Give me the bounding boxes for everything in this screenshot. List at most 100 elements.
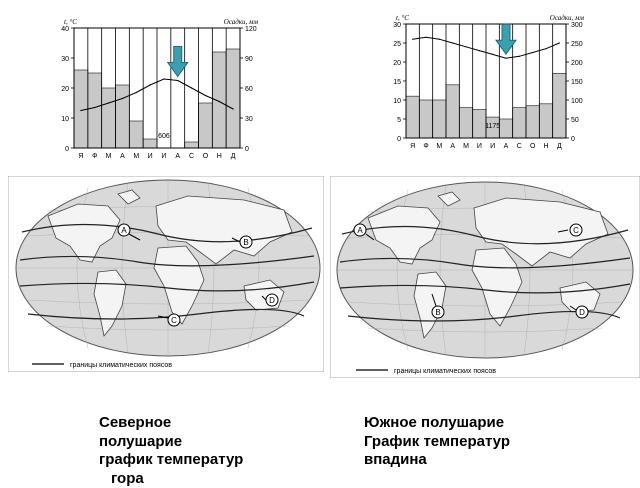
svg-text:C: C	[573, 226, 579, 235]
bar	[185, 142, 199, 148]
right-tick-label: 100	[571, 98, 583, 105]
left-tick-label: 10	[393, 98, 401, 105]
left-axis-label: t, °C	[64, 18, 77, 26]
bar	[553, 73, 566, 138]
month-label: И	[490, 143, 495, 150]
temperature-point	[492, 54, 493, 55]
temperature-point	[559, 42, 560, 43]
temperature-point	[412, 39, 413, 40]
bar	[446, 85, 459, 138]
svg-text:B: B	[435, 308, 440, 317]
bar	[143, 139, 157, 148]
bar	[433, 100, 446, 138]
month-label: М	[463, 143, 469, 150]
temperature-point	[545, 48, 546, 49]
left-tick-label: 40	[61, 26, 69, 33]
temperature-point	[505, 58, 506, 59]
right-axis-label: Осадки, мм	[550, 14, 585, 22]
temperature-point	[177, 80, 178, 81]
temperature-point	[425, 37, 426, 38]
left-tick-label: 30	[61, 56, 69, 63]
right-tick-label: 300	[571, 22, 583, 29]
bar	[513, 108, 526, 138]
left-caption-line: график температур	[99, 451, 243, 470]
bar	[459, 108, 472, 138]
right-tick-label: 90	[245, 56, 253, 63]
temperature-point	[191, 87, 192, 88]
svg-text:A: A	[357, 226, 363, 235]
month-label: И	[148, 153, 153, 160]
svg-text:D: D	[269, 296, 275, 305]
month-label: С	[517, 143, 522, 150]
svg-text:D: D	[579, 308, 585, 317]
right-axis-label: Осадки, мм	[224, 18, 259, 26]
month-label: М	[106, 153, 112, 160]
temperature-point	[136, 92, 137, 93]
right-tick-label: 200	[571, 60, 583, 67]
right-tick-label: 0	[245, 146, 249, 153]
temperature-point	[465, 46, 466, 47]
right-tick-label: 0	[571, 136, 575, 143]
bar	[406, 96, 419, 138]
right-caption-line: впадина	[364, 451, 510, 470]
left-tick-label: 0	[65, 146, 69, 153]
svg-text:A: A	[121, 226, 127, 235]
left-caption: Северное полушарие график температур гор…	[99, 414, 243, 488]
temperature-point	[80, 110, 81, 111]
month-label: М	[436, 143, 442, 150]
month-label: М	[133, 153, 139, 160]
temperature-point	[439, 39, 440, 40]
month-label: Н	[543, 143, 548, 150]
bar	[129, 121, 143, 148]
left-caption-line: Северное	[99, 414, 243, 433]
month-label: Я	[78, 153, 83, 160]
bar	[102, 88, 116, 148]
bar	[199, 103, 213, 148]
month-label: А	[175, 153, 180, 160]
left-axis-label: t, °C	[396, 14, 409, 22]
temperature-point	[532, 52, 533, 53]
month-label: О	[203, 153, 209, 160]
right-caption-line: График температур	[364, 433, 510, 452]
month-label: А	[504, 143, 509, 150]
annotation-label: 1175	[485, 123, 500, 130]
temperature-point	[232, 108, 233, 109]
month-label: Я	[410, 143, 415, 150]
bar	[88, 73, 102, 148]
left-caption-line: гора	[99, 470, 243, 488]
temperature-point	[479, 50, 480, 51]
svg-text:B: B	[243, 238, 248, 247]
left-caption-line: полушарие	[99, 433, 243, 452]
left-world-map: A B C D границы климатических поясов	[8, 176, 324, 372]
right-tick-label: 150	[571, 79, 583, 86]
right-caption: Южное полушарие График температур впадин…	[364, 414, 510, 470]
month-label: О	[530, 143, 536, 150]
left-tick-label: 20	[393, 60, 401, 67]
left-tick-label: 0	[397, 136, 401, 143]
month-label: И	[477, 143, 482, 150]
temperature-point	[94, 107, 95, 108]
temperature-point	[122, 98, 123, 99]
temperature-point	[452, 42, 453, 43]
temperature-point	[219, 101, 220, 102]
month-label: Ф	[92, 153, 97, 160]
bar	[212, 52, 226, 148]
month-label: Д	[557, 143, 562, 150]
left-tick-label: 5	[397, 117, 401, 124]
left-tick-label: 15	[393, 79, 401, 86]
annotation-label: 606	[158, 133, 170, 140]
left-tick-label: 30	[393, 22, 401, 29]
left-tick-label: 20	[61, 86, 69, 93]
right-tick-label: 50	[571, 117, 579, 124]
month-label: А	[120, 153, 125, 160]
right-tick-label: 250	[571, 41, 583, 48]
svg-text:C: C	[171, 316, 177, 325]
bar	[226, 49, 240, 148]
temperature-point	[519, 56, 520, 57]
month-label: Д	[231, 153, 236, 160]
temperature-point	[205, 95, 206, 96]
month-label: А	[450, 143, 455, 150]
bar	[419, 100, 432, 138]
